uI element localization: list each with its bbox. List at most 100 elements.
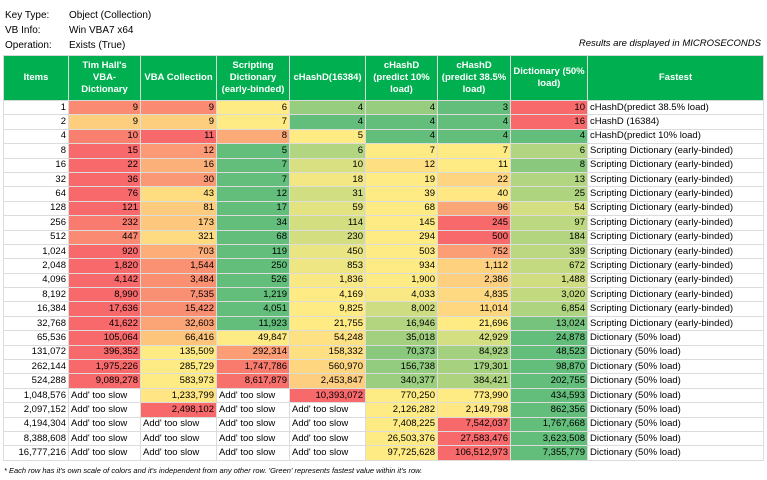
timing-cell: 35,018 [365,330,438,346]
timing-cell: 4 [365,128,438,145]
fastest-cell: Dictionary (50% load) [587,430,764,447]
fastest-cell: Scripting Dictionary (early-binded) [587,157,764,173]
timing-cell: 3,020 [510,287,588,303]
column-header: cHashD (predict 10% load) [365,55,438,101]
results-table: Items Tim Hall's VBA-Dictionary VBA Collec… [3,55,764,461]
timing-cell: 4 [365,99,438,116]
fastest-cell: Dictionary (50% load) [587,373,764,389]
timing-cell: 230 [289,229,366,245]
timing-cell: 384,421 [437,373,511,389]
timing-cell: 770,250 [365,387,438,404]
table-row: 2,097,152 Add' too slow 2,498,102 Add' too … [3,402,764,418]
timing-cell: 32,603 [140,315,217,332]
timing-cell: 9 [68,114,141,130]
timing-cell: 145 [365,215,438,231]
timing-cell: 773,990 [437,387,511,404]
timing-cell: 4 [289,114,366,130]
timing-cell: 672 [510,258,588,274]
timing-cell: 450 [289,243,366,260]
timing-cell: 4 [289,99,366,116]
timing-cell: 21,696 [437,315,511,332]
fastest-cell: Scripting Dictionary (early-binded) [587,186,764,202]
timing-cell: 184 [510,229,588,245]
timing-cell: Add' too slow [68,430,141,447]
item-count: 2 [3,114,69,130]
timing-cell: 54,248 [289,330,366,346]
info-block: Key Type: Object (Collection) VB Info: Win … [5,8,151,53]
timing-cell: 6 [510,143,588,159]
fastest-cell: Scripting Dictionary (early-binded) [587,258,764,274]
timing-cell: Add' too slow [68,387,141,404]
timing-cell: Add' too slow [68,416,141,432]
timing-cell: 583,973 [140,373,217,389]
timing-cell: 48,523 [510,344,588,361]
timing-cell: 10,393,072 [289,387,366,404]
timing-cell: 17,636 [68,301,141,317]
timing-cell: 4,033 [365,287,438,303]
timing-cell: 173 [140,215,217,231]
timing-cell: 503 [365,243,438,260]
item-count: 16,777,216 [3,445,69,461]
timing-cell: 7,542,037 [437,416,511,432]
timing-cell: 560,970 [289,359,366,375]
timing-cell: 114 [289,215,366,231]
fastest-cell: cHashD (16384) [587,114,764,130]
timing-cell: 22 [68,157,141,173]
timing-cell: 1,112 [437,258,511,274]
table-row: 4,194,304 Add' too slow Add' too slow Add' … [3,416,764,432]
timing-cell: 1,820 [68,258,141,274]
fastest-cell: Dictionary (50% load) [587,416,764,432]
timing-cell: 18 [289,171,366,188]
info-label: Operation: [5,40,52,51]
timing-cell: 40 [437,186,511,202]
item-count: 4,096 [3,272,69,289]
timing-cell: 27,583,476 [437,430,511,447]
timing-cell: 84,923 [437,344,511,361]
units-note: Results are displayed in MICROSECONDS [578,38,761,49]
timing-cell: Add' too slow [140,445,217,461]
timing-cell: 339 [510,243,588,260]
timing-cell: 9,089,278 [68,373,141,389]
timing-cell: Add' too slow [216,430,290,447]
timing-cell: Add' too slow [140,416,217,432]
timing-cell: 156,738 [365,359,438,375]
table-row: 65,536 105,064 66,416 49,847 54,248 35,018 42,… [3,330,764,346]
timing-cell: 43 [140,186,217,202]
timing-cell: 97 [510,215,588,231]
timing-cell: 70,373 [365,344,438,361]
item-count: 512 [3,229,69,245]
timing-cell: 158,332 [289,344,366,361]
info-value: Object (Collection) [69,10,152,21]
item-count: 1 [3,99,69,116]
table-row: 4,096 4,142 3,484 526 1,836 1,900 2,386 1,488 Sc… [3,272,764,289]
timing-cell: 4,142 [68,272,141,289]
info-label: Key Type: [5,10,50,21]
item-count: 32 [3,171,69,188]
timing-cell: 321 [140,229,217,245]
timing-cell: 202,755 [510,373,588,389]
timing-cell: Add' too slow [140,430,217,447]
item-count: 16,384 [3,301,69,317]
timing-cell: 2,149,798 [437,402,511,418]
timing-cell: 4,835 [437,287,511,303]
table-row: 16 22 16 7 10 12 11 8 Scripting Dictionary (earl… [3,157,764,173]
item-count: 1,024 [3,243,69,260]
item-count: 2,097,152 [3,402,69,418]
timing-cell: 119 [216,243,290,260]
table-row: 1 9 9 6 4 4 3 10 cHashD(predict 38.5% load) [3,99,764,116]
timing-cell: 15,422 [140,301,217,317]
timing-cell: 10 [68,128,141,145]
table-row: 512 447 321 68 230 294 500 184 Scripting Diction… [3,229,764,245]
item-count: 32,768 [3,315,69,332]
timing-cell: 853 [289,258,366,274]
timing-cell: 7 [437,143,511,159]
info-line: VB Info: Win VBA7 x64 [5,23,151,38]
timing-cell: Add' too slow [216,387,290,404]
timing-cell: 12 [140,143,217,159]
info-label: VB Info: [5,25,41,36]
timing-cell: 16 [510,114,588,130]
timing-cell: 250 [216,258,290,274]
table-row: 1,024 920 703 119 450 503 752 339 Scripting Dict… [3,243,764,260]
item-count: 1,048,576 [3,387,69,404]
